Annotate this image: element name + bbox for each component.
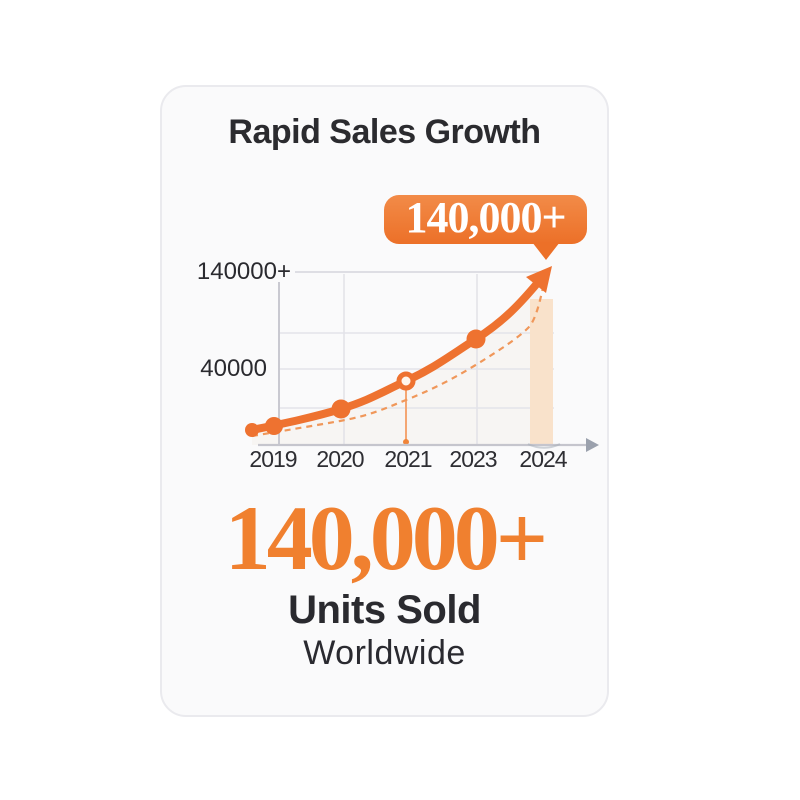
y-tick-label-top: 140000+ <box>197 258 291 285</box>
x-tick-label-2023: 2023 <box>449 446 496 472</box>
growth-line-chart: 140000+ 40000 2019 2020 2021 2023 2024 <box>197 258 599 472</box>
drop-line-2021 <box>403 389 409 445</box>
x-axis-arrow-icon <box>586 438 599 452</box>
data-point-2023 <box>466 329 486 349</box>
data-point-2019 <box>265 417 283 435</box>
summary-footer: 140,000+ Units Sold Worldwide <box>162 492 607 672</box>
x-axis <box>258 438 599 452</box>
callout-bubble: 140,000+ <box>384 193 587 260</box>
highlight-band-2024 <box>530 299 553 445</box>
x-tick-label-2019: 2019 <box>249 446 296 472</box>
x-tick-label-2020: 2020 <box>316 446 363 472</box>
headline-value: 140,000+ <box>224 487 548 589</box>
data-point-markers <box>245 329 486 437</box>
callout-value: 140,000+ <box>405 193 566 242</box>
axis-swoosh-decoration <box>527 443 561 449</box>
data-point-2021 <box>396 371 416 391</box>
worldwide-label: Worldwide <box>303 634 466 672</box>
x-tick-label-2021: 2021 <box>384 446 431 472</box>
x-tick-label-2024: 2024 <box>519 446 567 472</box>
data-point-start <box>245 423 259 437</box>
data-point-2020 <box>331 399 351 419</box>
sales-growth-card: Rapid Sales Growth 140,000+ <box>160 85 609 717</box>
trend-arrow-icon <box>526 266 552 293</box>
y-tick-label-mid: 40000 <box>200 355 267 382</box>
dashed-projection-line <box>251 273 548 438</box>
area-fill <box>252 280 540 445</box>
page-title: Rapid Sales Growth <box>228 113 541 151</box>
units-sold-label: Units Sold <box>288 588 481 632</box>
